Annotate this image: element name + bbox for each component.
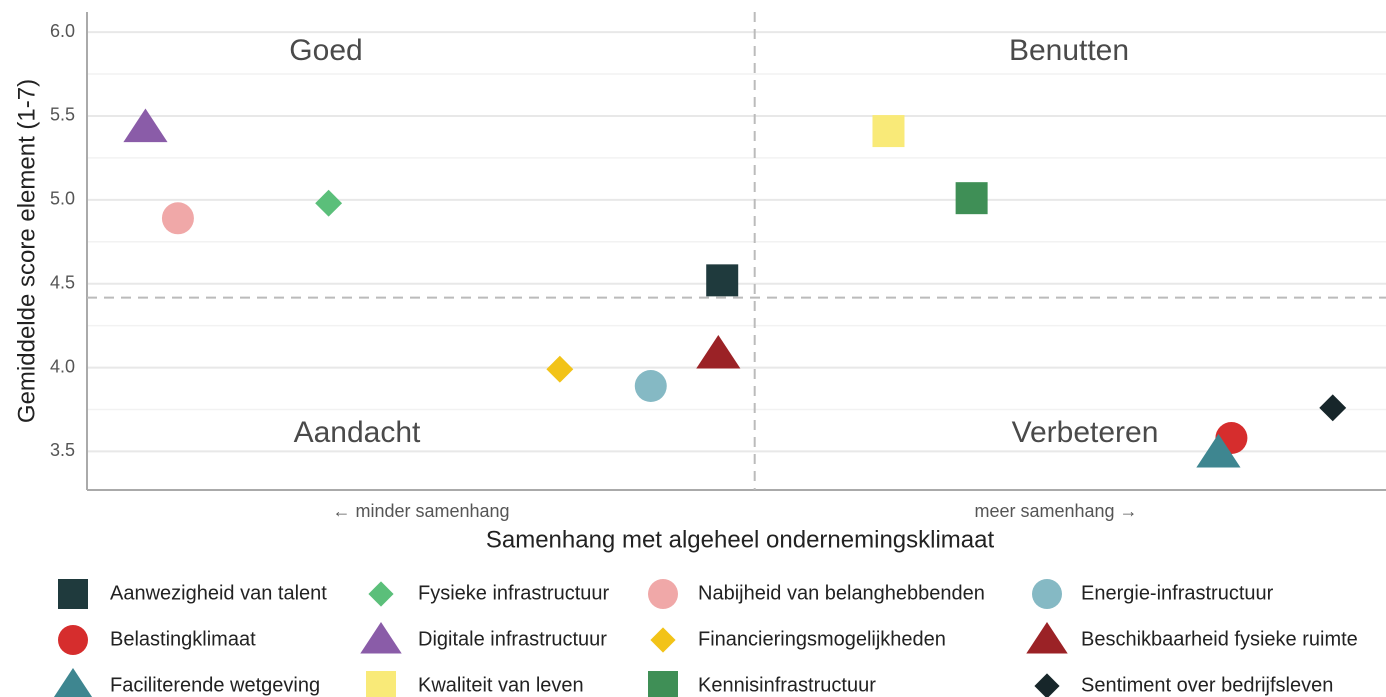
- x-note: ← minder samenhang: [332, 501, 509, 521]
- y-tick-label: 6.0: [50, 21, 75, 41]
- legend-label: Faciliterende wetgeving: [110, 674, 320, 696]
- x-note: meer samenhang →: [974, 501, 1137, 521]
- legend-label: Fysieke infrastructuur: [418, 582, 610, 604]
- y-axis-title: Gemiddelde score element (1-7): [13, 79, 40, 423]
- y-tick-label: 3.5: [50, 440, 75, 460]
- legend-marker: [1026, 622, 1068, 654]
- quadrant-label: Benutten: [1009, 34, 1129, 67]
- legend-label: Beschikbaarheid fysieke ruimte: [1081, 628, 1358, 650]
- legend-label: Aanwezigheid van talent: [110, 582, 327, 604]
- x-axis-title: Samenhang met algeheel ondernemingsklima…: [486, 526, 995, 553]
- y-tick-label: 4.5: [50, 272, 75, 292]
- legend-marker: [58, 625, 88, 655]
- quadrant-label: Verbeteren: [1012, 416, 1159, 449]
- point: [955, 182, 988, 215]
- legend-marker: [366, 671, 396, 697]
- legend-marker: [1032, 579, 1062, 609]
- legend-marker: [360, 622, 402, 654]
- legend-label: Nabijheid van belanghebbenden: [698, 582, 985, 604]
- legend-marker: [58, 579, 88, 609]
- point: [315, 189, 343, 217]
- point: [696, 334, 741, 369]
- y-tick-label: 5.0: [50, 189, 75, 209]
- legend-label: Energie-infrastructuur: [1081, 582, 1274, 604]
- legend-label: Financieringsmogelijkheden: [698, 628, 946, 650]
- quadrant-label: Goed: [289, 34, 362, 67]
- legend-label: Kwaliteit van leven: [418, 674, 584, 696]
- legend-marker: [368, 581, 394, 607]
- legend-marker: [650, 627, 676, 653]
- legend-marker: [53, 668, 93, 697]
- point: [1319, 394, 1347, 422]
- y-tick-label: 4.0: [50, 356, 75, 376]
- point: [1196, 433, 1241, 468]
- legend-label: Digitale infrastructuur: [418, 628, 607, 650]
- legend-label: Kennisinfrastructuur: [698, 674, 876, 696]
- point: [872, 115, 905, 148]
- point: [161, 202, 194, 235]
- quadrant-label: Aandacht: [294, 416, 421, 449]
- legend-marker: [648, 671, 678, 697]
- point: [706, 264, 739, 297]
- legend-label: Sentiment over bedrijfsleven: [1081, 674, 1333, 696]
- legend-label: Belastingklimaat: [110, 628, 256, 650]
- y-tick-label: 5.5: [50, 105, 75, 125]
- legend-marker: [1034, 673, 1060, 697]
- point: [634, 370, 667, 403]
- point: [546, 355, 574, 383]
- point: [123, 108, 168, 143]
- legend-marker: [648, 579, 678, 609]
